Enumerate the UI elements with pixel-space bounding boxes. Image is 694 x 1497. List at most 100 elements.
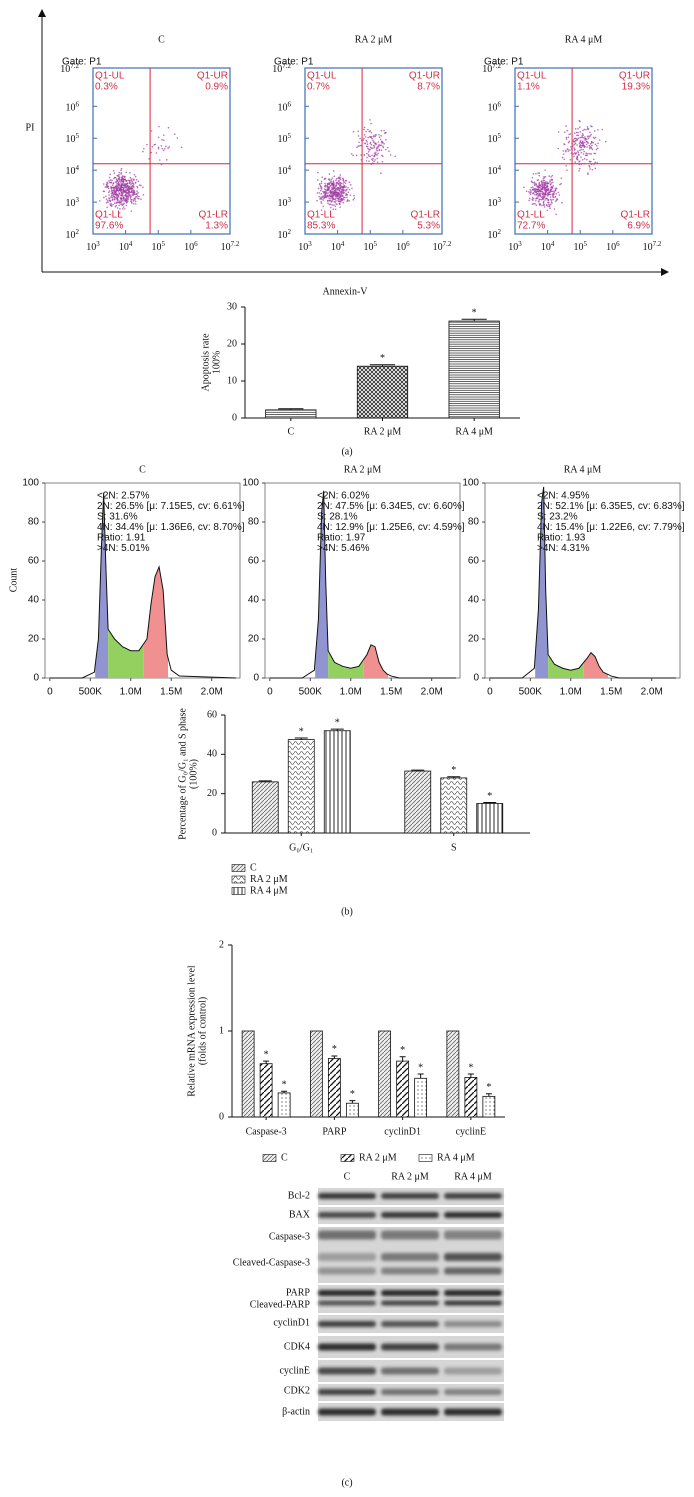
y-tick-label: 0 — [232, 412, 237, 423]
event-dot — [575, 139, 577, 142]
event-dot — [338, 202, 341, 205]
event-dot — [377, 145, 380, 147]
event-dot — [551, 186, 553, 188]
event-dot — [591, 144, 593, 147]
event-dot — [158, 125, 160, 128]
event-dot — [529, 192, 531, 194]
row-label: CDK4 — [284, 1341, 310, 1352]
event-dot — [153, 143, 156, 146]
event-dot — [357, 135, 360, 137]
event-dot — [112, 182, 115, 185]
legend-swatch — [262, 1154, 277, 1162]
event-dot — [320, 189, 322, 192]
event-dot — [345, 194, 347, 196]
event-dot — [565, 149, 567, 152]
event-dot — [555, 187, 558, 190]
event-dot — [345, 179, 348, 182]
event-dot — [550, 182, 553, 184]
event-dot — [373, 160, 375, 163]
event-dot — [546, 195, 549, 197]
blot-band — [381, 1212, 439, 1218]
event-dot — [332, 193, 335, 196]
event-dot — [106, 186, 109, 188]
x-tick-label: 106 — [396, 240, 410, 254]
event-dot — [541, 193, 544, 195]
plot-title: C — [139, 464, 146, 475]
event-dot — [109, 204, 112, 207]
event-dot — [133, 197, 136, 200]
event-dot — [579, 120, 581, 123]
event-dot — [547, 192, 549, 195]
event-dot — [132, 183, 135, 186]
event-dot — [316, 179, 319, 181]
event-dot — [132, 191, 134, 194]
y-tick-label: 80 — [248, 517, 260, 528]
event-dot — [326, 196, 328, 198]
event-dot — [541, 182, 543, 184]
event-dot — [336, 195, 339, 197]
y-tick-label: 0 — [33, 673, 39, 684]
event-dot — [320, 180, 323, 183]
event-dot — [553, 190, 555, 192]
event-dot — [588, 160, 591, 163]
event-dot — [120, 182, 122, 185]
event-dot — [364, 136, 367, 138]
event-dot — [165, 159, 168, 161]
error-bar — [485, 1093, 492, 1097]
bar — [440, 777, 468, 834]
blot-band — [444, 1321, 502, 1327]
quadrant-name: Q1-UL — [95, 71, 125, 82]
tick-base: 10 — [86, 242, 96, 253]
tick-exponent: 3 — [498, 196, 502, 204]
event-dot — [324, 190, 327, 193]
event-dot — [543, 204, 545, 207]
event-dot — [378, 133, 380, 136]
event-dot — [574, 148, 576, 151]
event-dot — [323, 190, 326, 193]
event-dot — [370, 131, 373, 134]
y-tick-label: 103 — [488, 196, 502, 210]
phase-area — [535, 486, 549, 678]
event-dot — [382, 145, 384, 147]
x-tick-label: S — [451, 842, 457, 853]
stats-line: <2N: 4.95% — [537, 491, 590, 502]
event-dot — [576, 134, 578, 137]
event-dot — [529, 188, 532, 191]
tick-base: 10 — [508, 242, 518, 253]
event-dot — [328, 173, 331, 175]
quadrant-name: Q1-LL — [307, 210, 335, 221]
event-dot — [371, 137, 373, 140]
event-dot — [577, 128, 579, 130]
event-dot — [115, 202, 118, 204]
event-dot — [554, 195, 556, 198]
event-dot — [376, 154, 378, 156]
event-dot — [102, 183, 105, 185]
event-dot — [328, 203, 331, 206]
event-dot — [373, 152, 376, 154]
event-dot — [360, 144, 362, 147]
event-dot — [134, 175, 137, 178]
event-dot — [345, 185, 347, 188]
tick-exponent: 4 — [498, 164, 502, 172]
event-dot — [589, 131, 591, 134]
event-dot — [545, 187, 547, 190]
x-tick-label: Caspase-3 — [246, 1126, 287, 1137]
event-dot — [331, 196, 334, 199]
column-header: C — [344, 1171, 351, 1182]
event-dot — [353, 197, 356, 200]
event-dot — [538, 193, 540, 196]
event-dot — [553, 208, 556, 210]
event-dot — [558, 194, 561, 196]
event-dot — [122, 180, 125, 183]
tick-base: 10 — [278, 166, 288, 177]
event-dot — [129, 176, 132, 179]
event-dot — [142, 193, 145, 196]
event-dot — [588, 136, 591, 138]
event-dot — [582, 141, 584, 143]
event-dot — [365, 130, 367, 133]
y-tick-label: 80 — [28, 517, 40, 528]
x-tick-label: 1.5M — [600, 687, 622, 698]
event-dot — [115, 181, 117, 184]
event-dot — [132, 187, 134, 189]
event-dot — [578, 145, 581, 148]
